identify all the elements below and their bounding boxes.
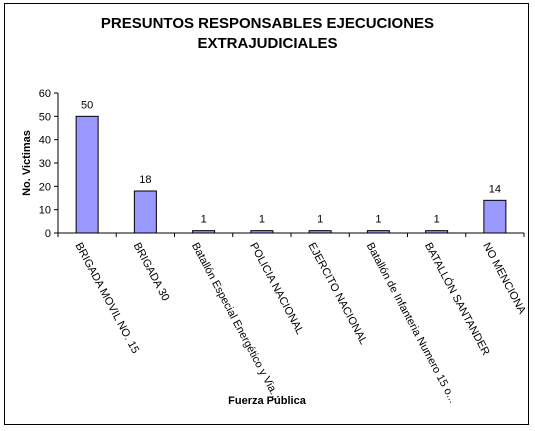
chart-title: PRESUNTOS RESPONSABLES EJECUCIONES EXTRA… <box>0 14 535 54</box>
bar-value-label: 50 <box>81 99 93 111</box>
x-category-label: BATALLÓN SANTANDER <box>422 240 493 357</box>
y-axis-title: No. Victimas <box>21 130 33 196</box>
y-tick-label: 0 <box>45 228 51 240</box>
x-category-label: BRIGADA MOVIL NO. 15 <box>72 241 141 356</box>
bar <box>133 190 157 234</box>
bar-value-label: 1 <box>259 214 265 226</box>
bar <box>308 230 332 234</box>
y-tick-label: 20 <box>39 181 51 193</box>
bar <box>366 230 390 234</box>
bar <box>250 230 274 234</box>
bar <box>425 230 449 234</box>
y-tick-label: 40 <box>39 135 51 147</box>
x-category-label: EJERCITO NACIONAL <box>305 241 369 347</box>
chart-title-line-1: PRESUNTOS RESPONSABLES EJECUCIONES <box>100 15 435 32</box>
chart-data-labels: 50 18 1 1 1 1 1 14 <box>81 99 501 225</box>
chart-axes: 0 10 20 30 40 50 60 <box>39 88 525 240</box>
chart-bars <box>75 115 507 234</box>
bar-value-label: 1 <box>375 214 381 226</box>
bar <box>483 199 507 234</box>
y-tick-label: 60 <box>39 88 51 100</box>
bar-value-label: 1 <box>201 214 207 226</box>
bar <box>192 230 216 234</box>
bar-value-label: 1 <box>317 214 323 226</box>
bar-value-label: 14 <box>489 183 501 195</box>
bar <box>75 115 99 234</box>
y-tick-label: 10 <box>39 205 51 217</box>
bar-value-label: 18 <box>139 174 151 186</box>
y-tick-label: 30 <box>39 158 51 170</box>
x-category-label: BRIGADA 30 <box>131 241 172 303</box>
bar-value-label: 1 <box>434 214 440 226</box>
chart-title-line-2: EXTRAJUDICIALES <box>197 35 338 52</box>
x-axis-title: Fuerza Pública <box>228 395 307 407</box>
x-category-label: NO MENCIONA <box>480 241 528 317</box>
x-category-label: POLICIA NACIONAL <box>247 241 306 337</box>
y-tick-label: 50 <box>39 111 51 123</box>
